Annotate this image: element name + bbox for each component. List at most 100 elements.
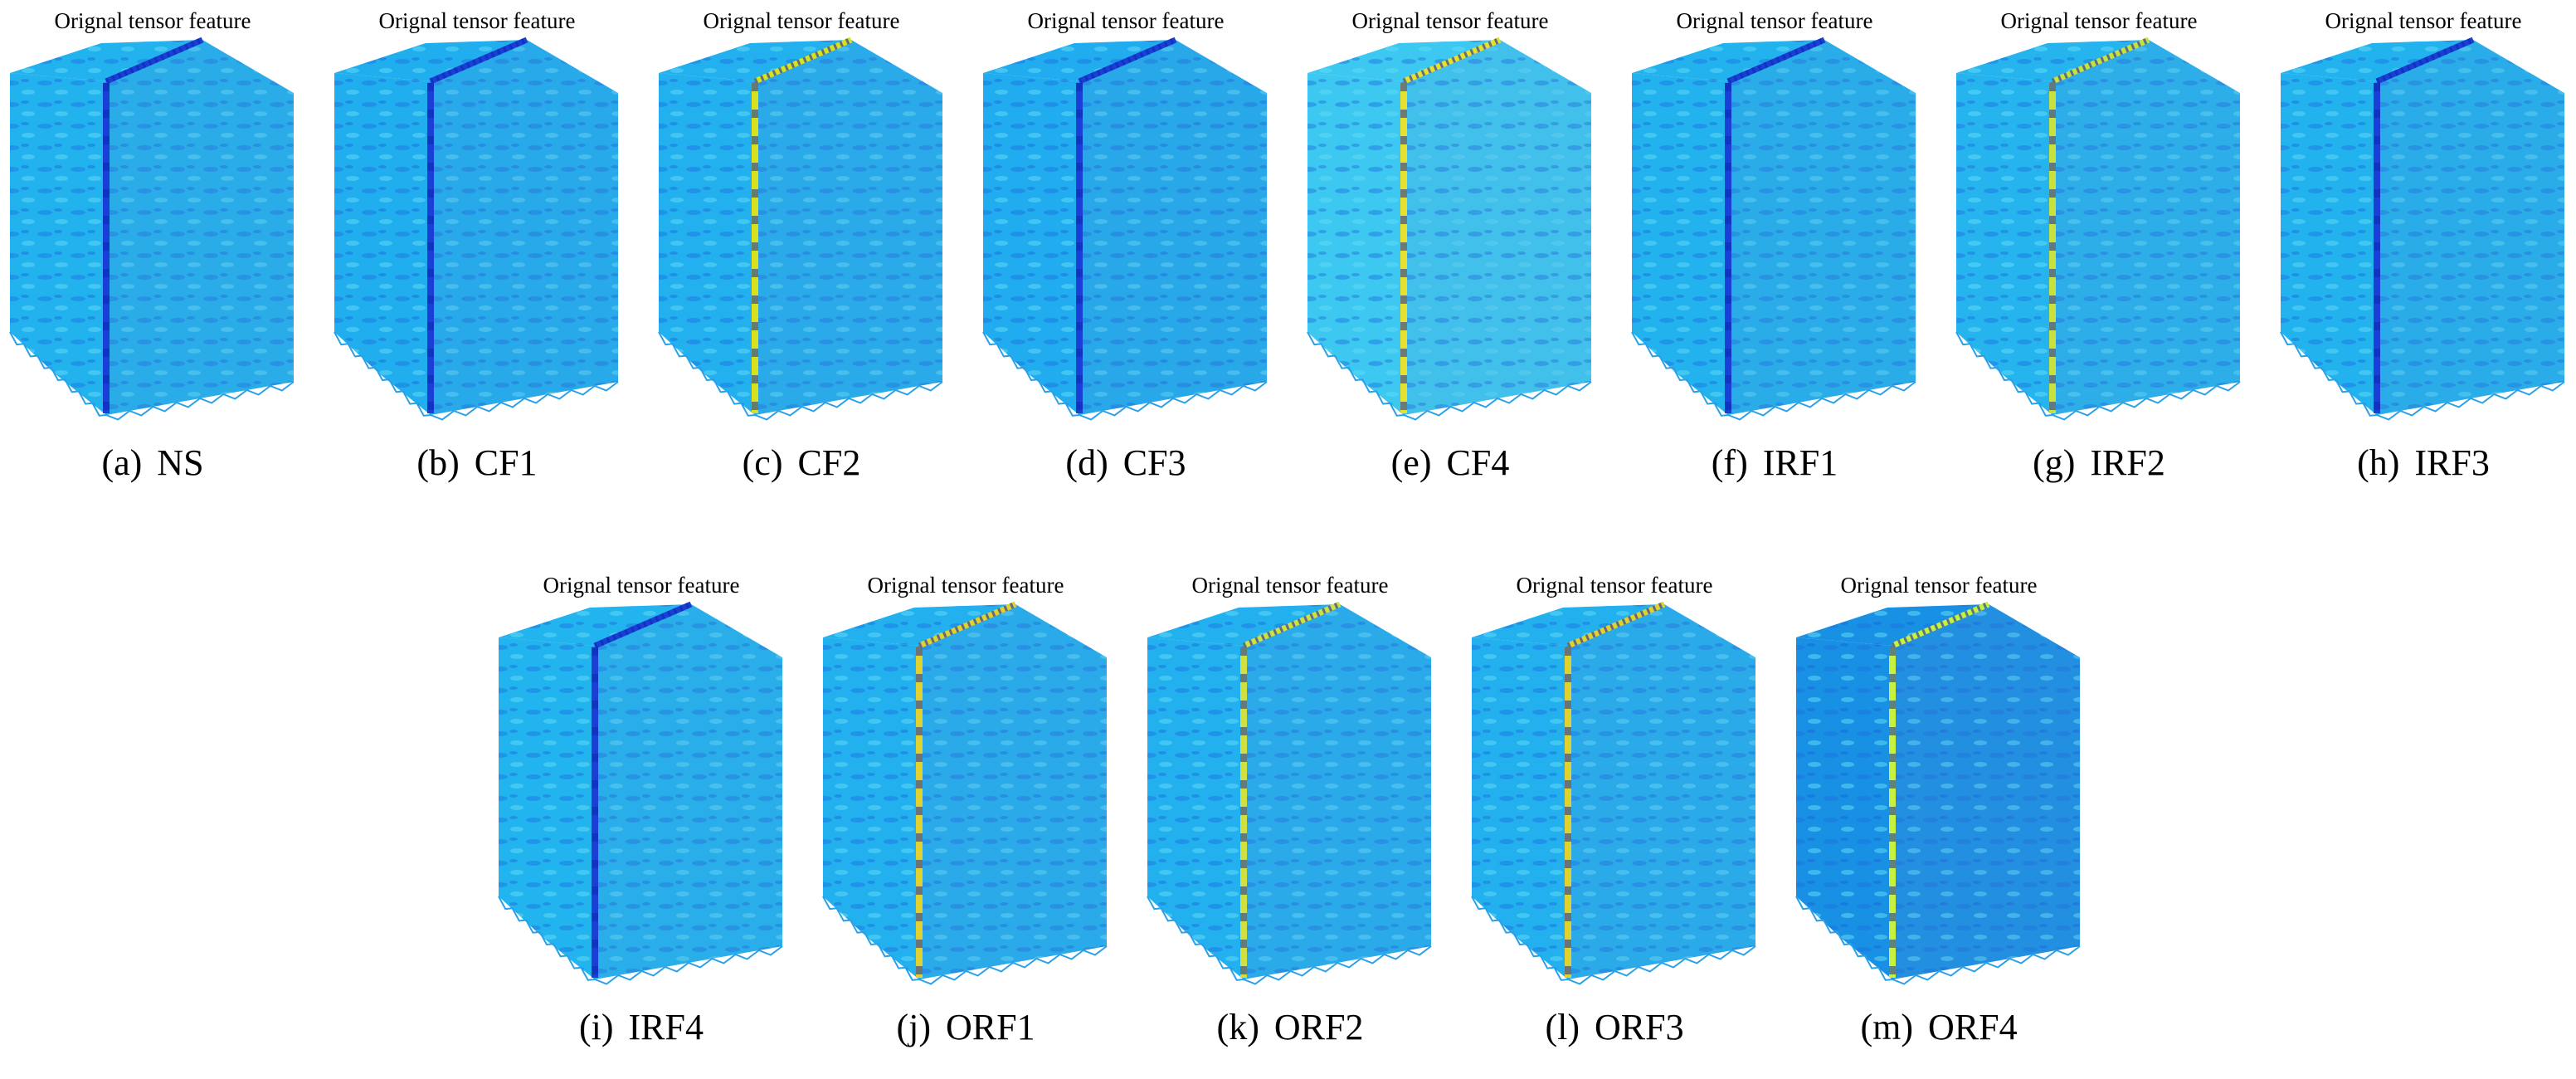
tensor-cube <box>1955 37 2241 421</box>
panel-cf1: Orignal tensor feature (b) CF1 <box>328 0 626 515</box>
cube-left-face <box>823 637 919 979</box>
panel-ns: Orignal tensor feature (a) NS <box>3 0 302 515</box>
panel-orf4: Orignal tensor feature (m) ORF4 <box>1790 564 2088 1079</box>
cube-left-face <box>659 73 755 415</box>
cube-bottom-edge <box>1307 331 1592 421</box>
panel-caption: (a) NS <box>3 442 302 484</box>
cube-top-face <box>10 40 202 81</box>
panel-title: Orignal tensor feature <box>1351 8 1549 33</box>
panel-title: Orignal tensor feature <box>1191 573 1389 598</box>
cube-bottom-edge <box>658 331 943 421</box>
cube-top-face <box>1632 40 1824 81</box>
cube-left-face <box>2281 73 2377 415</box>
cube-bottom-edge <box>1631 331 1916 421</box>
cube-right-face <box>755 40 942 415</box>
caption-label: ORF3 <box>1594 1007 1684 1047</box>
cube-bottom-edge <box>498 896 783 985</box>
caption-letter: (h) <box>2357 442 2400 483</box>
cube-top-face <box>1796 604 1989 646</box>
panel-title: Orignal tensor feature <box>1027 8 1225 33</box>
cube-left-face <box>499 637 595 979</box>
caption-label: CF2 <box>797 442 861 483</box>
cube-left-face <box>1956 73 2053 415</box>
tensor-cube <box>1631 37 1916 421</box>
cube-right-face <box>2377 40 2564 415</box>
caption-letter: (m) <box>1860 1007 1913 1047</box>
panel-caption: (e) CF4 <box>1301 442 1600 484</box>
cube-bottom-edge <box>2280 331 2565 421</box>
panel-caption: (c) CF2 <box>652 442 951 484</box>
cube-right-face <box>1404 40 1591 415</box>
panel-title: Orignal tensor feature <box>54 8 251 33</box>
panel-caption: (d) CF3 <box>976 442 1275 484</box>
panel-caption: (b) CF1 <box>328 442 626 484</box>
panel-title: Orignal tensor feature <box>378 8 576 33</box>
panel-irf1: Orignal tensor feature (f) IRF1 <box>1625 0 1924 515</box>
cube-right-face <box>1568 604 1755 979</box>
cube-left-face <box>1147 637 1244 979</box>
cube-bottom-edge <box>982 331 1268 421</box>
caption-letter: (l) <box>1545 1007 1580 1047</box>
panel-caption: (j) ORF1 <box>816 1006 1115 1048</box>
caption-letter: (e) <box>1390 442 1432 483</box>
panel-cf2: Orignal tensor feature (c) CF2 <box>652 0 951 515</box>
caption-letter: (a) <box>101 442 143 483</box>
cube-top-face <box>659 40 851 81</box>
cube-bottom-edge <box>1147 896 1432 985</box>
tensor-cube <box>2280 37 2565 421</box>
panel-caption: (k) ORF2 <box>1141 1006 1439 1048</box>
panel-cf4: Orignal tensor feature (e) CF4 <box>1301 0 1600 515</box>
caption-label: NS <box>157 442 204 483</box>
cube-bottom-edge <box>334 331 619 421</box>
tensor-cube <box>1147 601 1432 985</box>
cube-left-face <box>1632 73 1728 415</box>
cube-top-face <box>823 604 1015 646</box>
panel-caption: (i) IRF4 <box>492 1006 791 1048</box>
cube-top-face <box>1307 40 1500 81</box>
panel-cf3: Orignal tensor feature (d) CF3 <box>976 0 1275 515</box>
cube-top-face <box>1147 604 1340 646</box>
panel-orf2: Orignal tensor feature (k) ORF2 <box>1141 564 1439 1079</box>
panel-caption: (f) IRF1 <box>1625 442 1924 484</box>
panel-irf4: Orignal tensor feature (i) IRF4 <box>492 564 791 1079</box>
caption-letter: (c) <box>742 442 783 483</box>
panel-caption: (h) IRF3 <box>2274 442 2573 484</box>
tensor-cube <box>1471 601 1756 985</box>
caption-letter: (j) <box>896 1007 931 1047</box>
cube-right-face <box>919 604 1107 979</box>
tensor-cube <box>982 37 1268 421</box>
cube-top-face <box>1472 604 1664 646</box>
panel-title: Orignal tensor feature <box>703 8 900 33</box>
panel-title: Orignal tensor feature <box>867 573 1064 598</box>
panel-title: Orignal tensor feature <box>1676 8 1873 33</box>
cube-top-face <box>2281 40 2473 81</box>
tensor-cube <box>1795 601 2081 985</box>
caption-letter: (f) <box>1711 442 1748 483</box>
panel-orf3: Orignal tensor feature (l) ORF3 <box>1465 564 1764 1079</box>
tensor-cube <box>658 37 943 421</box>
panel-caption: (m) ORF4 <box>1790 1006 2088 1048</box>
caption-label: IRF1 <box>1762 442 1838 483</box>
caption-label: ORF2 <box>1273 1007 1364 1047</box>
caption-letter: (b) <box>416 442 460 483</box>
cube-right-face <box>595 604 782 979</box>
cube-left-face <box>1796 637 1892 979</box>
cube-left-face <box>1307 73 1404 415</box>
cube-top-face <box>983 40 1176 81</box>
panel-title: Orignal tensor feature <box>543 573 740 598</box>
caption-label: ORF4 <box>1927 1007 2018 1047</box>
tensor-cube <box>822 601 1108 985</box>
panel-title: Orignal tensor feature <box>1516 573 1713 598</box>
caption-letter: (d) <box>1065 442 1108 483</box>
cube-right-face <box>106 40 294 415</box>
panel-caption: (g) IRF2 <box>1950 442 2248 484</box>
cube-right-face <box>1728 40 1916 415</box>
cube-left-face <box>334 73 431 415</box>
cube-right-face <box>1892 604 2080 979</box>
caption-label: IRF2 <box>2090 442 2165 483</box>
caption-letter: (i) <box>578 1007 614 1047</box>
cube-bottom-edge <box>1471 896 1756 985</box>
tensor-cube <box>1307 37 1592 421</box>
cube-bottom-edge <box>822 896 1108 985</box>
tensor-cube <box>9 37 295 421</box>
